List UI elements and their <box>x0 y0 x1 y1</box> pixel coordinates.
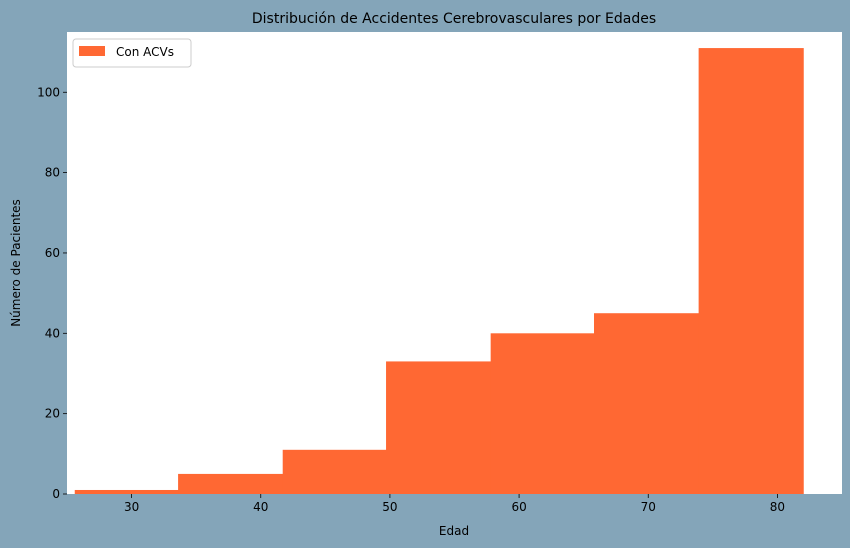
bar-1 <box>178 473 284 494</box>
y-tick-label: 0 <box>52 487 60 501</box>
bar-0 <box>74 489 179 494</box>
bar-4 <box>490 333 595 494</box>
bar-5 <box>594 313 700 494</box>
legend: Con ACVs <box>72 38 192 68</box>
bars-group <box>74 48 804 494</box>
x-axis-label: Edad <box>439 524 469 538</box>
bar-6 <box>698 48 804 494</box>
x-tick-label: 70 <box>641 500 656 514</box>
legend-label: Con ACVs <box>116 45 174 59</box>
x-tick-label: 40 <box>253 500 268 514</box>
x-tick-label: 30 <box>124 500 139 514</box>
x-tick-label: 60 <box>511 500 526 514</box>
y-tick-label: 20 <box>45 407 60 421</box>
y-tick-label: 40 <box>45 326 60 340</box>
y-axis-label: Número de Pacientes <box>9 199 23 327</box>
bar-3 <box>386 361 492 494</box>
x-ticks-group: 30 40 50 60 70 80 <box>124 494 785 514</box>
y-tick-label: 60 <box>45 246 60 260</box>
chart-title: Distribución de Accidentes Cerebrovascul… <box>252 11 656 27</box>
x-tick-label: 80 <box>770 500 785 514</box>
y-ticks-group: 0 20 40 60 80 100 <box>37 85 67 501</box>
legend-swatch <box>79 46 105 56</box>
x-tick-label: 50 <box>382 500 397 514</box>
y-tick-label: 100 <box>37 85 60 99</box>
y-tick-label: 80 <box>45 166 60 180</box>
bar-2 <box>282 449 387 494</box>
